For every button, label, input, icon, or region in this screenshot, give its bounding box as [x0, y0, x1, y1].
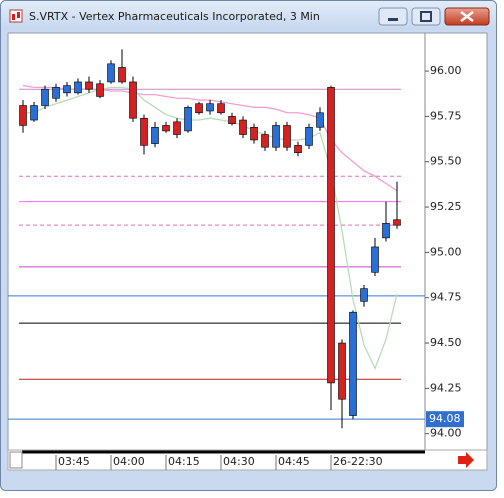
scroll-button[interactable] — [9, 451, 23, 469]
close-icon — [460, 11, 474, 22]
maximize-button[interactable] — [411, 7, 441, 26]
y-tick-label: 94.75 — [430, 291, 462, 304]
maximize-icon — [420, 11, 432, 22]
y-tick-label: 94.00 — [430, 427, 462, 440]
candle-body — [294, 145, 302, 153]
candle-body — [85, 81, 93, 90]
candle-body — [52, 87, 60, 99]
y-tick-label: 95.50 — [430, 155, 462, 168]
title-bar — [1, 1, 496, 30]
minimize-icon — [388, 18, 398, 21]
candle-body — [261, 134, 269, 148]
candle-body — [382, 223, 390, 239]
candle-body — [217, 103, 225, 114]
candle-body — [206, 103, 214, 112]
y-tick-label: 95.00 — [430, 245, 462, 258]
candle-body — [327, 87, 335, 384]
candle-body — [107, 63, 115, 83]
app-icon — [9, 9, 23, 23]
candle-body — [162, 125, 170, 132]
plot: 94.00 94.25 94.50 94.75 95.00 95.25 95.50 95.75… — [8, 49, 464, 470]
y-tick-label: 96.00 — [430, 64, 462, 77]
candle-body — [41, 88, 49, 106]
app-icon-part — [12, 14, 15, 20]
candle-body — [228, 116, 236, 124]
x-tick-label: 04:15 — [168, 455, 200, 468]
candle-body — [129, 81, 137, 119]
last-price-label: 94.08 — [429, 412, 461, 425]
y-tick-label: 95.25 — [430, 200, 462, 213]
app-icon-part — [17, 12, 20, 18]
candle-body — [371, 246, 379, 273]
candle-body — [96, 83, 104, 97]
candle-body — [338, 342, 346, 400]
candle-body — [140, 117, 148, 146]
candle-body — [360, 288, 368, 302]
candle-body — [349, 311, 357, 416]
candle-body — [393, 219, 401, 226]
candle-body — [118, 67, 126, 83]
scroll-right-arrow[interactable] — [458, 452, 474, 468]
y-tick-label: 95.75 — [430, 109, 462, 122]
candle-body — [239, 119, 247, 135]
last-price-box — [426, 411, 464, 428]
time-axis — [7, 449, 488, 471]
candle-body — [272, 125, 280, 148]
window-title: S.VRTX - Vertex Pharmaceuticals Incorpor… — [29, 10, 320, 23]
x-tick-label: 04:45 — [278, 455, 310, 468]
x-tick-label: 03:45 — [58, 455, 90, 468]
candle-body — [250, 126, 258, 141]
y-tick-label: 94.50 — [430, 336, 462, 349]
candle-body — [316, 112, 324, 128]
candle-body — [283, 125, 291, 148]
candle-body — [74, 81, 82, 94]
x-tick-label: 04:30 — [223, 455, 255, 468]
x-tick-label: 26-22:30 — [333, 455, 383, 468]
candle-body — [173, 121, 181, 135]
candle-body — [184, 107, 192, 132]
candle-body — [19, 105, 27, 126]
y-tick-label: 94.25 — [430, 381, 462, 394]
candle-body — [151, 126, 159, 144]
x-tick-label: 04:00 — [113, 455, 145, 468]
candle-body — [63, 85, 71, 94]
candle-body — [305, 126, 313, 146]
candle-body — [195, 103, 203, 114]
chart-area — [7, 32, 488, 471]
candle-body — [30, 105, 38, 121]
minimize-button[interactable] — [378, 7, 408, 26]
